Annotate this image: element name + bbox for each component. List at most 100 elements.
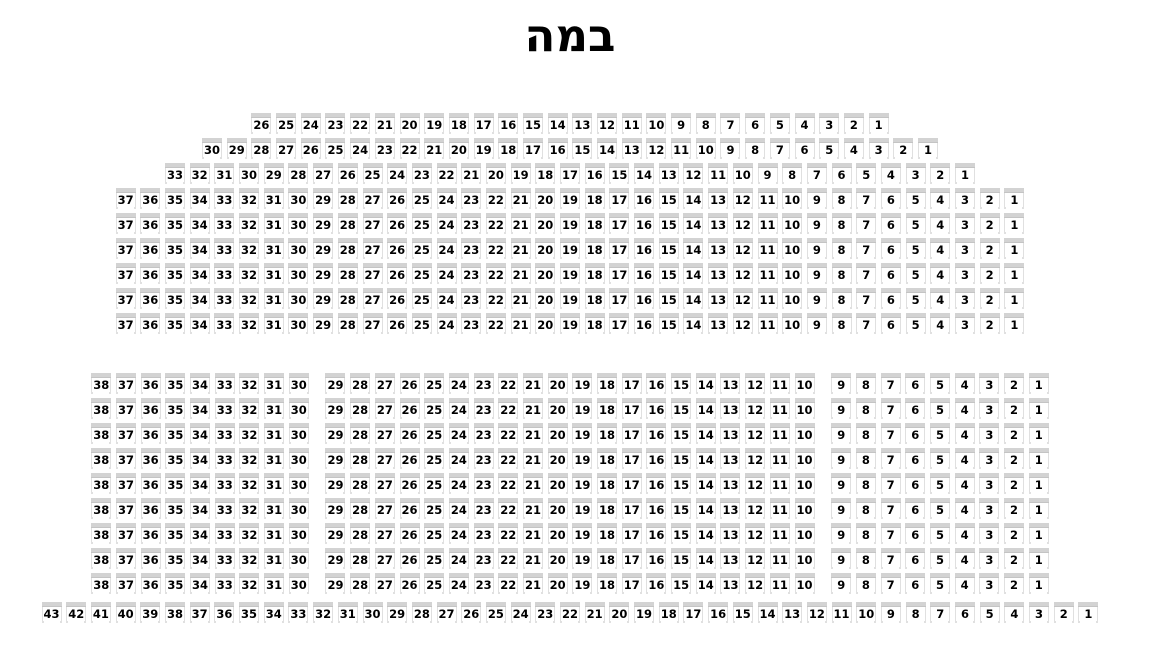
- seat[interactable]: 2: [1004, 523, 1025, 544]
- seat[interactable]: 20: [547, 573, 568, 594]
- seat[interactable]: 2: [979, 188, 1000, 209]
- seat[interactable]: 17: [621, 498, 642, 519]
- seat[interactable]: 4: [930, 263, 951, 284]
- seat[interactable]: 30: [288, 548, 309, 569]
- seat[interactable]: 29: [325, 548, 346, 569]
- seat[interactable]: 13: [782, 602, 803, 623]
- seat[interactable]: 29: [325, 398, 346, 419]
- seat[interactable]: 1: [1004, 238, 1025, 259]
- seat[interactable]: 19: [572, 373, 593, 394]
- seat[interactable]: 25: [362, 163, 383, 184]
- seat[interactable]: 12: [646, 138, 667, 159]
- seat[interactable]: 8: [831, 238, 852, 259]
- seat[interactable]: 20: [535, 288, 556, 309]
- seat[interactable]: 8: [905, 602, 926, 623]
- seat[interactable]: 4: [843, 138, 864, 159]
- seat[interactable]: 11: [757, 188, 778, 209]
- seat[interactable]: 12: [597, 113, 618, 134]
- seat[interactable]: 28: [411, 602, 432, 623]
- seat[interactable]: 10: [782, 188, 803, 209]
- seat[interactable]: 3: [868, 138, 889, 159]
- seat[interactable]: 32: [239, 548, 260, 569]
- seat[interactable]: 19: [560, 313, 580, 334]
- seat[interactable]: 27: [362, 188, 383, 209]
- seat[interactable]: 22: [485, 188, 506, 209]
- seat[interactable]: 15: [658, 263, 679, 284]
- seat[interactable]: 31: [264, 523, 285, 544]
- seat[interactable]: 14: [695, 448, 716, 469]
- seat[interactable]: 13: [708, 263, 729, 284]
- seat[interactable]: 16: [646, 448, 667, 469]
- seat[interactable]: 24: [387, 163, 408, 184]
- seat[interactable]: 7: [930, 602, 951, 623]
- seat[interactable]: 23: [473, 423, 494, 444]
- seat[interactable]: 32: [239, 313, 260, 334]
- seat[interactable]: 12: [732, 288, 753, 309]
- seat[interactable]: 9: [880, 602, 901, 623]
- seat[interactable]: 18: [584, 288, 605, 309]
- seat[interactable]: 35: [165, 398, 186, 419]
- seat[interactable]: 12: [745, 473, 766, 494]
- seat[interactable]: 12: [745, 523, 766, 544]
- seat[interactable]: 12: [745, 498, 766, 519]
- seat[interactable]: 14: [695, 373, 716, 394]
- seat[interactable]: 17: [621, 373, 642, 394]
- seat[interactable]: 15: [671, 373, 692, 394]
- seat[interactable]: 38: [91, 498, 112, 519]
- seat[interactable]: 4: [954, 423, 975, 444]
- seat[interactable]: 23: [374, 138, 395, 159]
- seat[interactable]: 28: [251, 138, 272, 159]
- seat[interactable]: 35: [165, 523, 186, 544]
- seat[interactable]: 31: [263, 288, 284, 309]
- seat[interactable]: 2: [979, 288, 1000, 309]
- seat[interactable]: 15: [671, 473, 692, 494]
- seat[interactable]: 34: [190, 423, 211, 444]
- seat[interactable]: 9: [806, 238, 827, 259]
- seat[interactable]: 36: [140, 523, 161, 544]
- seat[interactable]: 35: [165, 473, 186, 494]
- seat[interactable]: 5: [905, 238, 926, 259]
- seat[interactable]: 4: [930, 288, 951, 309]
- seat[interactable]: 11: [671, 138, 692, 159]
- seat[interactable]: 25: [424, 398, 445, 419]
- seat[interactable]: 24: [436, 263, 457, 284]
- seat[interactable]: 27: [374, 498, 395, 519]
- seat[interactable]: 37: [115, 573, 136, 594]
- seat[interactable]: 36: [140, 263, 161, 284]
- seat[interactable]: 12: [745, 373, 766, 394]
- seat[interactable]: 37: [115, 548, 136, 569]
- seat[interactable]: 24: [448, 498, 469, 519]
- seat[interactable]: 9: [831, 473, 852, 494]
- seat[interactable]: 5: [929, 423, 950, 444]
- seat[interactable]: 3: [905, 163, 926, 184]
- seat[interactable]: 4: [954, 548, 975, 569]
- seat[interactable]: 1: [1028, 423, 1049, 444]
- seat[interactable]: 1: [1028, 473, 1049, 494]
- seat[interactable]: 6: [905, 398, 926, 419]
- seat[interactable]: 4: [880, 163, 901, 184]
- seat[interactable]: 25: [325, 138, 346, 159]
- seat[interactable]: 18: [597, 573, 618, 594]
- seat[interactable]: 20: [485, 163, 506, 184]
- seat[interactable]: 16: [634, 288, 655, 309]
- seat[interactable]: 23: [461, 188, 482, 209]
- seat[interactable]: 26: [387, 313, 408, 334]
- seat[interactable]: 9: [831, 398, 852, 419]
- seat[interactable]: 16: [646, 498, 667, 519]
- seat[interactable]: 14: [634, 163, 655, 184]
- seat[interactable]: 32: [239, 523, 260, 544]
- seat[interactable]: 4: [1004, 602, 1025, 623]
- seat[interactable]: 15: [671, 448, 692, 469]
- seat[interactable]: 10: [856, 602, 877, 623]
- seat[interactable]: 30: [288, 473, 309, 494]
- seat[interactable]: 4: [930, 213, 951, 234]
- seat[interactable]: 6: [831, 163, 852, 184]
- seat[interactable]: 19: [572, 473, 593, 494]
- seat[interactable]: 26: [461, 602, 482, 623]
- seat[interactable]: 9: [831, 373, 852, 394]
- seat[interactable]: 33: [214, 398, 235, 419]
- seat[interactable]: 9: [720, 138, 741, 159]
- seat[interactable]: 27: [362, 313, 383, 334]
- seat[interactable]: 3: [979, 498, 1000, 519]
- seat[interactable]: 30: [288, 573, 309, 594]
